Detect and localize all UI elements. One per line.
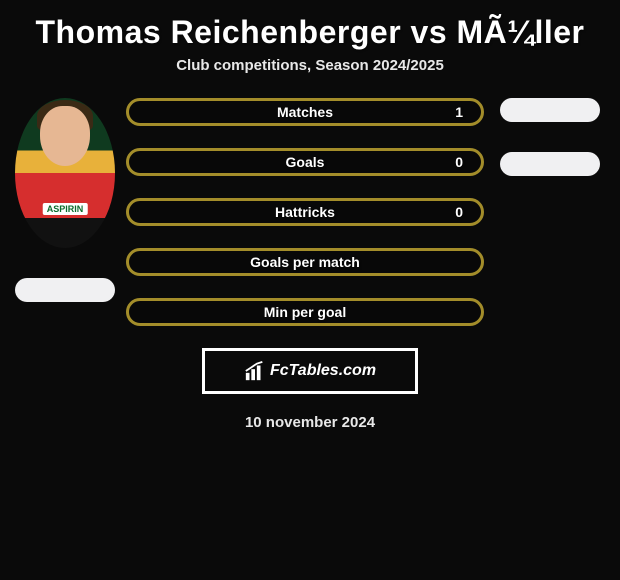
- stat-row-matches: Matches 1: [126, 98, 484, 126]
- stat-label: Matches: [277, 104, 333, 120]
- right-placeholder-pill: [500, 152, 600, 176]
- page-subtitle: Club competitions, Season 2024/2025: [0, 57, 620, 98]
- footer-date: 10 november 2024: [0, 414, 620, 431]
- stat-bar: Matches 1: [126, 98, 484, 126]
- stat-value: 0: [455, 154, 463, 170]
- stat-value: 0: [455, 204, 463, 220]
- fctables-logo-box: FcTables.com: [202, 348, 418, 394]
- chart-icon: [244, 360, 266, 382]
- stat-label: Goals per match: [250, 254, 360, 270]
- avatar-face: [40, 106, 90, 166]
- stat-bar: Min per goal: [126, 298, 484, 326]
- stat-label: Hattricks: [275, 204, 335, 220]
- player-left-avatar: ASPIRIN: [15, 98, 115, 248]
- avatar-sponsor-label: ASPIRIN: [43, 203, 88, 215]
- stat-row-hattricks: Hattricks 0: [126, 198, 484, 226]
- right-placeholder-pill: [500, 98, 600, 122]
- stats-column: Matches 1 Goals 0 Hattricks 0 Goals per …: [120, 98, 490, 326]
- stat-row-goals: Goals 0: [126, 148, 484, 176]
- stat-row-goals-per-match: Goals per match: [126, 248, 484, 276]
- content-area: ASPIRIN Matches 1 Goals 0 Hattricks 0 Go…: [0, 98, 620, 326]
- stat-bar: Hattricks 0: [126, 198, 484, 226]
- left-placeholder-pill: [15, 278, 115, 302]
- stat-label: Min per goal: [264, 304, 346, 320]
- left-player-column: ASPIRIN: [10, 98, 120, 302]
- stat-bar: Goals per match: [126, 248, 484, 276]
- stat-value: 1: [455, 104, 463, 120]
- logo-text: FcTables.com: [270, 362, 376, 380]
- right-player-column: [490, 98, 610, 176]
- stat-bar: Goals 0: [126, 148, 484, 176]
- page-title: Thomas Reichenberger vs MÃ¼ller: [0, 0, 620, 57]
- stat-label: Goals: [286, 154, 325, 170]
- stat-row-min-per-goal: Min per goal: [126, 298, 484, 326]
